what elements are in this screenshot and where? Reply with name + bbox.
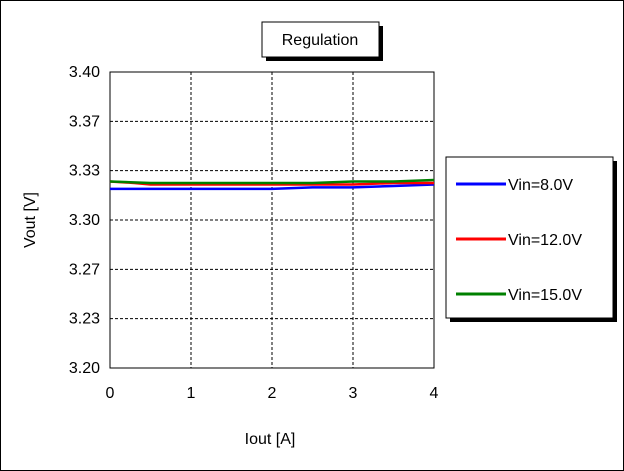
x-tick-label: 1 (187, 385, 196, 402)
x-tick-label: 4 (430, 385, 439, 402)
x-tick-label: 3 (349, 385, 358, 402)
grid (110, 72, 434, 368)
y-tick-label: 3.40 (69, 64, 100, 81)
x-tick-label: 0 (106, 385, 115, 402)
legend-label-2: Vin=12.0V (508, 232, 582, 249)
y-tick-label: 3.33 (69, 163, 100, 180)
series-line-1 (110, 183, 435, 191)
tick-labels: 3.40 3.37 3.33 3.30 3.27 3.23 3.20 0 1 2 3 4 (69, 64, 439, 402)
legend: Vin=8.0V Vin=12.0V Vin=15.0V (456, 177, 582, 304)
series-group (109, 178, 435, 191)
chart-title: Regulation (282, 32, 359, 49)
y-tick-label: 3.27 (69, 261, 100, 278)
y-tick-label: 3.20 (69, 360, 100, 377)
x-axis-title: Iout [A] (245, 431, 296, 448)
legend-label-3: Vin=15.0V (508, 287, 582, 304)
y-tick-label: 3.30 (69, 212, 100, 229)
title-box (261, 21, 380, 58)
legend-label-1: Vin=8.0V (508, 177, 573, 194)
series-line-3 (109, 178, 435, 185)
y-axis-title: Vout [V] (22, 192, 39, 248)
plot-area (109, 71, 435, 369)
y-tick-label: 3.37 (69, 113, 100, 130)
y-tick-label: 3.23 (69, 311, 100, 328)
x-tick-label: 2 (268, 385, 277, 402)
